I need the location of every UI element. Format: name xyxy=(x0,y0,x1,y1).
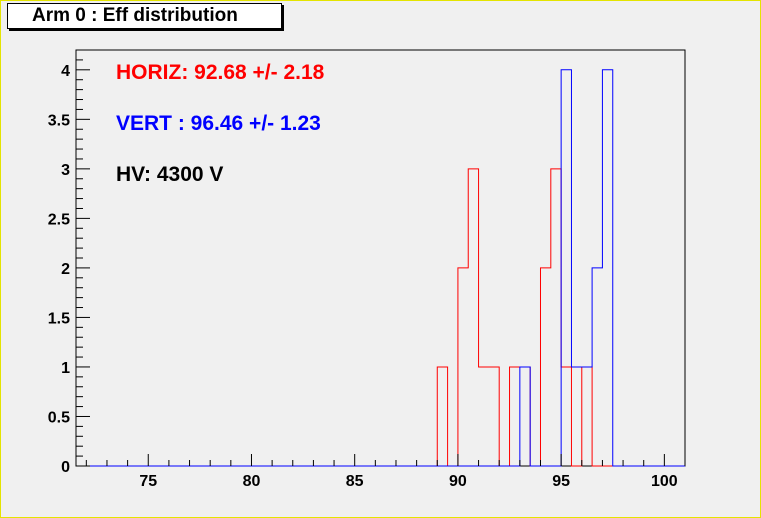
x-tick-label: 100 xyxy=(651,473,678,490)
chart-title: Arm 0 : Eff distribution xyxy=(7,3,282,29)
y-tick-label: 1 xyxy=(61,360,70,377)
x-tick-label: 95 xyxy=(552,473,570,490)
x-tick-label: 85 xyxy=(346,473,364,490)
x-tick-label: 75 xyxy=(139,473,157,490)
annotation-0: HORIZ: 92.68 +/- 2.18 xyxy=(116,61,325,84)
y-tick-label: 0 xyxy=(61,459,70,476)
y-tick-label: 2.5 xyxy=(48,211,70,228)
y-tick-label: 1.5 xyxy=(48,310,70,327)
annotation-2: HV: 4300 V xyxy=(116,163,223,186)
y-tick-label: 0.5 xyxy=(48,409,70,426)
plot-frame xyxy=(75,49,686,467)
y-tick-label: 4 xyxy=(61,63,70,80)
y-tick-label: 3 xyxy=(61,162,70,179)
y-tick-label: 2 xyxy=(61,261,70,278)
x-tick-label: 90 xyxy=(449,473,467,490)
y-tick-label: 3.5 xyxy=(48,112,70,129)
x-tick-label: 80 xyxy=(243,473,261,490)
annotation-1: VERT : 96.46 +/- 1.23 xyxy=(116,112,321,135)
